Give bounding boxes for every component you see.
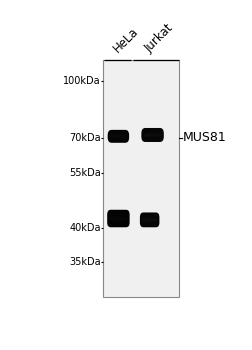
FancyBboxPatch shape	[144, 133, 162, 137]
Text: 40kDa: 40kDa	[69, 223, 101, 233]
FancyBboxPatch shape	[110, 135, 127, 138]
FancyBboxPatch shape	[107, 210, 130, 227]
Text: 100kDa: 100kDa	[63, 76, 101, 86]
Text: MUS81: MUS81	[183, 131, 227, 144]
FancyBboxPatch shape	[109, 216, 128, 221]
FancyBboxPatch shape	[108, 130, 129, 143]
FancyBboxPatch shape	[141, 128, 164, 142]
Text: 35kDa: 35kDa	[69, 257, 101, 267]
Text: Jurkat: Jurkat	[142, 22, 176, 56]
Text: 55kDa: 55kDa	[69, 168, 101, 178]
Text: HeLa: HeLa	[111, 25, 141, 56]
FancyBboxPatch shape	[142, 218, 158, 222]
FancyBboxPatch shape	[140, 212, 160, 227]
Text: 70kDa: 70kDa	[69, 133, 101, 143]
FancyBboxPatch shape	[103, 60, 179, 297]
